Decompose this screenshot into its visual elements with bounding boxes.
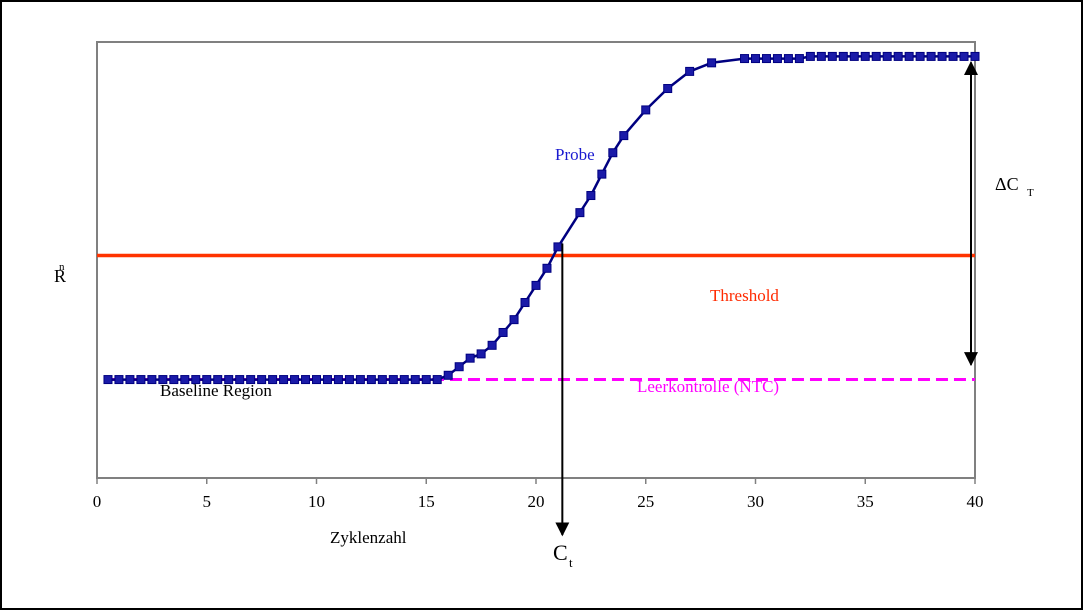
probe-point [355, 375, 365, 385]
probe-point [948, 51, 958, 61]
probe-point [432, 375, 442, 385]
probe-point [114, 375, 124, 385]
probe-point [751, 54, 760, 64]
probe-point [904, 51, 914, 61]
x-tick-label: 35 [857, 492, 874, 511]
probe-point [970, 51, 980, 61]
probe-point [454, 362, 464, 372]
x-tick-label: 0 [93, 492, 102, 511]
probe-point [399, 375, 409, 385]
probe-point [772, 54, 782, 64]
probe-point [871, 51, 881, 61]
probe-point [553, 242, 563, 252]
baseline-label: Baseline Region [160, 381, 272, 400]
probe-point [443, 370, 453, 380]
probe-point [663, 84, 673, 94]
arrows [555, 61, 978, 537]
probe-point [257, 375, 267, 385]
probe-point [191, 375, 201, 385]
probe-point [147, 375, 157, 385]
probe-point [619, 131, 629, 141]
probe-label: Probe [555, 145, 595, 164]
probe-point [608, 148, 618, 158]
probe-point [136, 375, 146, 385]
x-axis-label: Zyklenzahl [330, 528, 407, 547]
probe-point [882, 51, 892, 61]
probe-point [827, 51, 837, 61]
probe-point [937, 51, 947, 61]
probe-point [740, 54, 750, 64]
ct-label-sub: t [569, 555, 573, 570]
probe-point [685, 66, 695, 76]
probe-point [783, 54, 793, 64]
x-ticks: 0 5 10 15 20 25 30 35 40 [93, 478, 984, 511]
probe-point [312, 375, 321, 385]
probe-point [926, 51, 936, 61]
x-tick-label: 20 [528, 492, 545, 511]
probe-point [301, 375, 311, 385]
probe-point [575, 208, 585, 218]
probe-point [707, 58, 717, 68]
probe-point [421, 375, 431, 385]
probe-point [344, 375, 354, 385]
probe-point [487, 340, 497, 350]
probe-point [202, 375, 212, 385]
probe-point [213, 375, 223, 385]
plot-area [96, 41, 976, 479]
probe-point [959, 51, 969, 61]
probe-point [279, 375, 289, 385]
probe-point [893, 51, 903, 61]
probe-point [290, 375, 300, 385]
probe-markers [103, 51, 980, 385]
probe-point [641, 105, 651, 115]
probe-point [125, 375, 135, 385]
ct-label: C [553, 540, 568, 565]
delta-ct-label: ΔC [995, 174, 1019, 194]
probe-point [838, 51, 848, 61]
ntc-label: Leerkontrolle (NTC) [637, 377, 779, 396]
probe-point [377, 375, 387, 385]
probe-point [542, 263, 552, 273]
probe-point [816, 51, 826, 61]
x-tick-label: 10 [308, 492, 325, 511]
delta-ct-label-sub: T [1027, 187, 1034, 199]
probe-point [410, 375, 420, 385]
probe-point [322, 375, 332, 385]
threshold-label: Threshold [710, 286, 779, 305]
probe-point [520, 298, 530, 308]
probe-point [849, 51, 859, 61]
probe-point [388, 375, 398, 385]
x-tick-label: 40 [967, 492, 984, 511]
probe-point [531, 280, 541, 290]
probe-point [597, 169, 607, 179]
probe-point [860, 51, 870, 61]
probe-point [169, 375, 179, 385]
probe-point [794, 54, 804, 64]
probe-point [915, 51, 925, 61]
probe-point [498, 327, 508, 337]
probe-point [333, 375, 343, 385]
y-axis-label: R [54, 266, 66, 286]
probe-point [805, 51, 815, 61]
probe-point [268, 375, 278, 385]
x-tick-label: 15 [418, 492, 435, 511]
x-tick-label: 25 [637, 492, 654, 511]
probe-point [246, 375, 256, 385]
probe-point [224, 375, 234, 385]
probe-point [180, 375, 190, 385]
probe-point [476, 349, 486, 359]
probe-point [158, 375, 168, 385]
y-axis-label-sup: n [59, 261, 65, 273]
probe-point [465, 353, 475, 363]
probe-point [586, 191, 596, 201]
x-tick-label: 30 [747, 492, 764, 511]
probe-point [235, 375, 245, 385]
probe-point [509, 315, 519, 325]
probe-point [103, 375, 113, 385]
probe-point [761, 54, 771, 64]
probe-point [366, 375, 376, 385]
x-tick-label: 5 [203, 492, 212, 511]
